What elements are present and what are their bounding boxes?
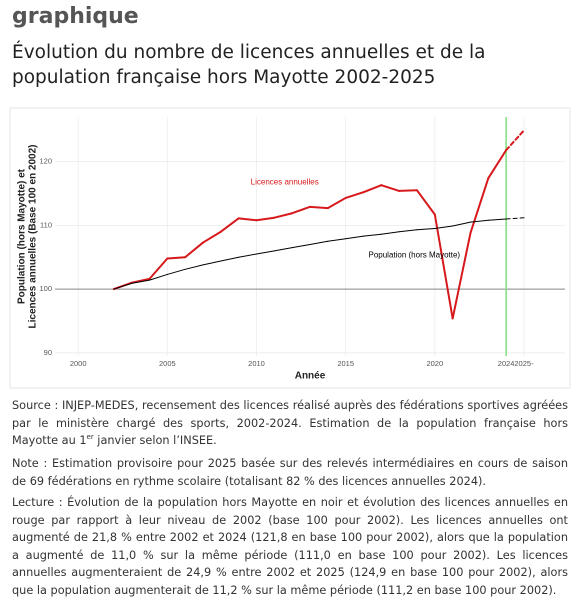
series-segment — [469, 177, 490, 234]
y-tick-label: 110 — [40, 220, 52, 229]
series-segment — [256, 250, 275, 255]
series-segment — [220, 256, 240, 262]
series-segment — [255, 216, 276, 222]
y-tick-label: 120 — [39, 157, 52, 166]
series-segment — [149, 273, 168, 281]
series-segment — [309, 205, 329, 210]
series-segment — [380, 231, 400, 235]
series-segment — [166, 256, 187, 260]
lecture: Lecture : Évolution de la population hor… — [12, 496, 568, 597]
x-tick-label: 2020 — [426, 359, 443, 368]
series-segment — [202, 260, 222, 266]
series-segment — [433, 213, 454, 320]
header-label: graphique — [12, 4, 139, 29]
series-segment — [416, 228, 436, 231]
header-title: Évolution du nombre de licences annuelle… — [12, 42, 486, 88]
series-segment — [451, 231, 472, 320]
series-segment — [380, 184, 401, 192]
x-tick-label: 2024 — [498, 359, 515, 368]
series-segment — [202, 230, 222, 244]
chart-frame — [9, 107, 571, 389]
series-segment — [184, 264, 204, 270]
series-segment — [452, 221, 471, 227]
x-tick-label: 2005 — [159, 359, 176, 368]
series-segment — [362, 184, 383, 194]
source-text: janvier selon l’INSEE. — [93, 434, 217, 448]
y-tick-label: 90 — [44, 348, 52, 357]
series-segment — [327, 238, 347, 242]
series-segment — [131, 279, 151, 284]
series-segment — [238, 253, 258, 258]
series-segment — [219, 217, 240, 233]
series-segment — [148, 257, 169, 280]
series-segment — [469, 219, 489, 223]
x-tick-label: 2010 — [248, 359, 265, 368]
x-tick-label: 2000 — [70, 359, 87, 368]
series-segment — [291, 205, 311, 215]
series-segment — [505, 129, 525, 152]
series-segment — [273, 212, 294, 219]
y-axis-label: Licences annuelles (Base 100 en 2002) — [28, 145, 39, 329]
series-segment — [309, 240, 329, 245]
series-segment — [345, 235, 364, 240]
series-segment — [113, 282, 133, 290]
series-segment — [398, 189, 418, 192]
x-axis-label: Année — [295, 371, 326, 382]
series-label: Licences annuelles — [251, 177, 319, 186]
x-tick-label: 2015 — [337, 359, 354, 368]
series-segment — [505, 217, 525, 220]
source-note: Source : INJEP-MEDES, recensement des li… — [12, 397, 568, 450]
series-segment — [326, 196, 347, 210]
chart: 90 100 110 120 2000 2005 2010 2015 2020 2024 2025-… — [9, 107, 571, 389]
series-segment — [415, 189, 436, 216]
series-segment — [291, 243, 311, 249]
series-segment — [362, 233, 382, 237]
y-tick-label: 100 — [39, 284, 52, 293]
series-segment — [130, 277, 151, 284]
series-segment — [487, 218, 507, 221]
series-segment — [398, 229, 418, 233]
series-segment — [344, 191, 365, 199]
source-sup: er — [86, 433, 94, 442]
series-segment — [487, 149, 508, 180]
series-segment — [237, 217, 258, 222]
note: Note : Estimation provisoire pour 2025 b… — [12, 457, 568, 488]
series-label: Population (hors Mayotte) — [368, 250, 460, 259]
series-segment — [184, 241, 205, 259]
series-segment — [166, 268, 186, 275]
x-tick-label: 2025- — [514, 359, 534, 368]
series-segment — [273, 247, 293, 252]
series-segment — [434, 225, 454, 230]
source-text: Source : INJEP-MEDES, recensement des li… — [12, 399, 568, 448]
y-axis-label: Population (hors Mayotte) et — [17, 168, 28, 304]
